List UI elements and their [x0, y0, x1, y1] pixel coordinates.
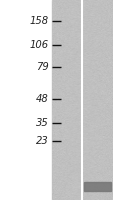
- Text: 23: 23: [36, 136, 49, 146]
- Bar: [83, 182, 110, 191]
- Text: 35: 35: [36, 118, 49, 128]
- Bar: [52, 0, 113, 200]
- Text: 158: 158: [30, 16, 49, 26]
- Text: 48: 48: [36, 94, 49, 104]
- Text: 106: 106: [30, 40, 49, 50]
- Text: 79: 79: [36, 62, 49, 72]
